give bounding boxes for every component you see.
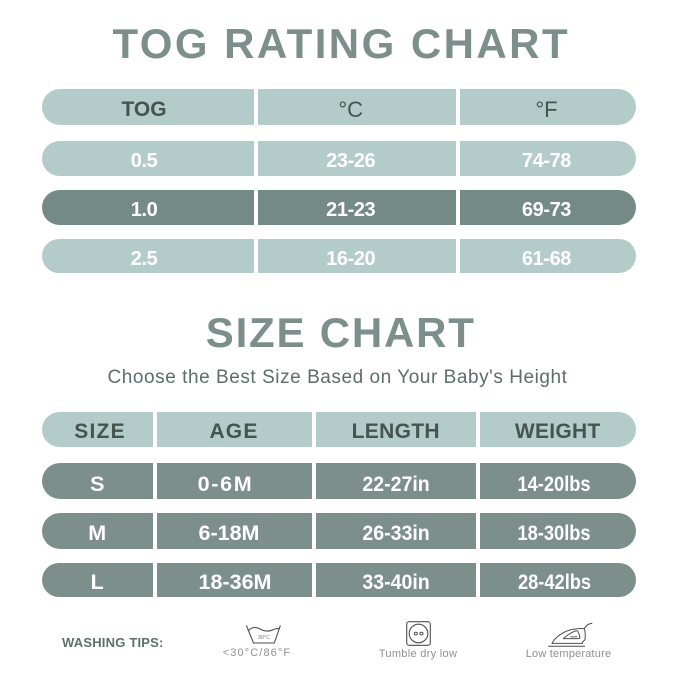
svg-text:30°C: 30°C [258, 635, 270, 641]
